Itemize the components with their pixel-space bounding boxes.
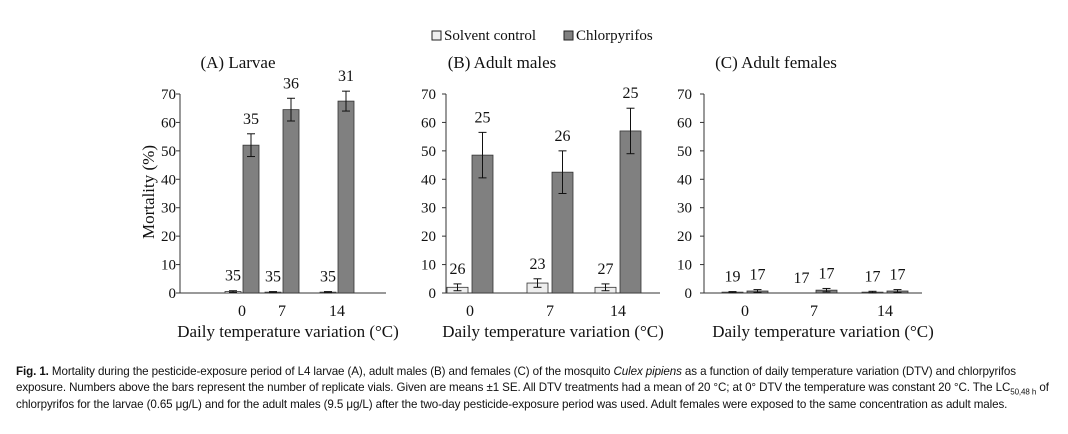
data-label: 36 <box>283 75 299 92</box>
data-label: 35 <box>243 111 259 128</box>
x-tick-label: 0 <box>238 303 246 320</box>
y-tick-label: 20 <box>677 229 692 245</box>
x-tick-label: 0 <box>466 303 474 320</box>
y-tick-label: 30 <box>161 201 176 217</box>
y-tick-label: 40 <box>421 172 436 188</box>
legend-swatch-2 <box>563 30 574 41</box>
data-label: 35 <box>265 269 281 286</box>
bar-chlorpyrifos-7 <box>282 109 300 294</box>
data-label: 31 <box>338 68 354 85</box>
caption-text-3: of chlorpyrifos for the larvae (0.65 μg/… <box>16 381 1049 411</box>
data-label: 35 <box>225 268 241 285</box>
caption-text-2: as a function of daily temperature varia… <box>16 365 1016 395</box>
chart-legend: Solvent control Chlorpyrifos <box>431 28 653 44</box>
x-tick-label: 7 <box>546 303 554 320</box>
legend-label-2: Chlorpyrifos <box>576 28 653 44</box>
legend-swatch-1 <box>431 30 442 41</box>
y-tick-label: 60 <box>161 115 176 131</box>
data-label: 19 <box>725 269 741 286</box>
bar-chlorpyrifos-14 <box>619 130 642 294</box>
data-label: 17 <box>750 267 766 284</box>
x-tick-label: 7 <box>278 303 286 320</box>
data-label: 25 <box>475 109 491 126</box>
panel-title: (C) Adult females <box>715 53 837 72</box>
bar-chlorpyrifos-0 <box>242 144 260 294</box>
y-tick-label: 40 <box>161 172 176 188</box>
data-label: 27 <box>598 261 614 278</box>
y-tick-label: 70 <box>421 87 436 103</box>
x-axis-label: Daily temperature variation (°C) <box>712 322 934 341</box>
y-tick-label: 30 <box>421 201 436 217</box>
y-tick-label: 40 <box>677 172 692 188</box>
x-axis-label: Daily temperature variation (°C) <box>442 322 664 341</box>
data-label: 25 <box>623 85 639 102</box>
panel-title: (A) Larvae <box>200 53 275 72</box>
x-tick-label: 7 <box>810 303 818 320</box>
y-tick-label: 0 <box>429 286 437 302</box>
data-label: 26 <box>555 128 571 145</box>
caption-species: Culex pipiens <box>613 365 682 378</box>
data-label: 17 <box>819 265 835 282</box>
x-tick-label: 14 <box>329 303 345 320</box>
x-tick-label: 0 <box>741 303 749 320</box>
mortality-figure: Solvent control Chlorpyrifos (A) Larvae01… <box>139 28 934 341</box>
data-label: 17 <box>865 268 881 285</box>
legend-label-1: Solvent control <box>444 28 536 44</box>
y-tick-label: 20 <box>161 229 176 245</box>
data-label: 17 <box>794 270 810 287</box>
y-tick-label: 10 <box>677 258 692 274</box>
y-tick-label: 70 <box>677 87 692 103</box>
y-tick-label: 20 <box>421 229 436 245</box>
y-tick-label: 0 <box>685 286 693 302</box>
y-axis-label: Mortality (%) <box>139 145 158 239</box>
y-tick-label: 50 <box>677 144 692 160</box>
caption-subscript: 50,48 h <box>1010 387 1037 397</box>
panel-3: (C) Adult females 0 10 20 30 40 50 60 70 19 17 0 17 1… <box>677 53 934 341</box>
y-tick-label: 60 <box>677 115 692 131</box>
data-label: 23 <box>530 256 546 273</box>
y-tick-label: 60 <box>421 115 436 131</box>
data-label: 26 <box>450 261 466 278</box>
bar-chlorpyrifos-14 <box>337 100 355 294</box>
y-tick-label: 10 <box>421 258 436 274</box>
y-tick-label: 30 <box>677 201 692 217</box>
panel-2: (B) Adult males 0 10 20 30 40 50 60 70 26 25 0 23 26 7… <box>421 53 664 341</box>
caption-label: Fig. 1. <box>16 365 49 378</box>
y-tick-label: 10 <box>161 258 176 274</box>
y-tick-label: 50 <box>421 144 436 160</box>
x-tick-label: 14 <box>610 303 626 320</box>
data-label: 17 <box>890 267 906 284</box>
figure-caption: Fig. 1. Mortality during the pesticide-e… <box>16 364 1056 413</box>
caption-text-1: Mortality during the pesticide-exposure … <box>48 365 614 378</box>
y-tick-label: 50 <box>161 144 176 160</box>
data-label: 35 <box>320 269 336 286</box>
panel-title: (B) Adult males <box>448 53 557 72</box>
x-axis-label: Daily temperature variation (°C) <box>177 322 399 341</box>
y-tick-label: 0 <box>169 286 177 302</box>
y-tick-label: 70 <box>161 87 176 103</box>
x-tick-label: 14 <box>877 303 893 320</box>
